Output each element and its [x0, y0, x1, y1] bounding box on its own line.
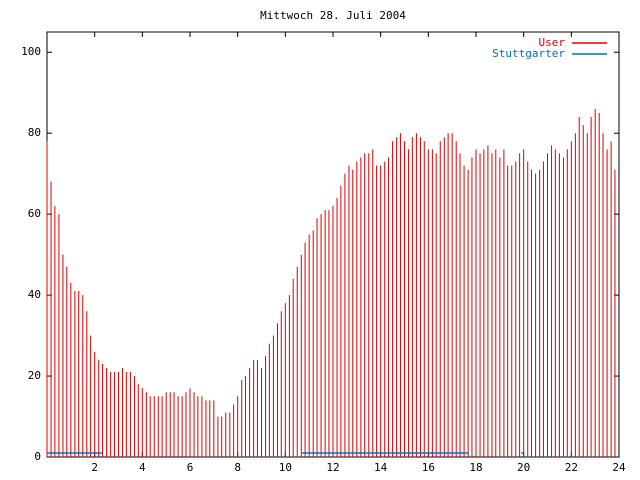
y-tick-label: 80 [28, 126, 41, 139]
x-tick-label: 18 [469, 461, 482, 474]
chart-title: Mittwoch 28. Juli 2004 [260, 9, 406, 22]
legend-label: User [539, 36, 566, 49]
x-tick-label: 20 [517, 461, 530, 474]
x-tick-label: 6 [187, 461, 194, 474]
y-tick-label: 20 [28, 369, 41, 382]
y-tick-label: 0 [34, 450, 41, 463]
x-tick-label: 24 [612, 461, 626, 474]
y-tick-label: 40 [28, 288, 41, 301]
x-tick-label: 2 [91, 461, 98, 474]
x-tick-label: 12 [326, 461, 339, 474]
y-tick-label: 100 [21, 45, 41, 58]
legend-label: Stuttgarter [492, 47, 565, 60]
x-tick-label: 16 [422, 461, 435, 474]
x-tick-label: 10 [279, 461, 292, 474]
x-tick-label: 14 [374, 461, 388, 474]
y-tick-label: 60 [28, 207, 41, 220]
x-tick-label: 8 [234, 461, 241, 474]
x-tick-label: 22 [565, 461, 578, 474]
x-tick-label: 4 [139, 461, 146, 474]
